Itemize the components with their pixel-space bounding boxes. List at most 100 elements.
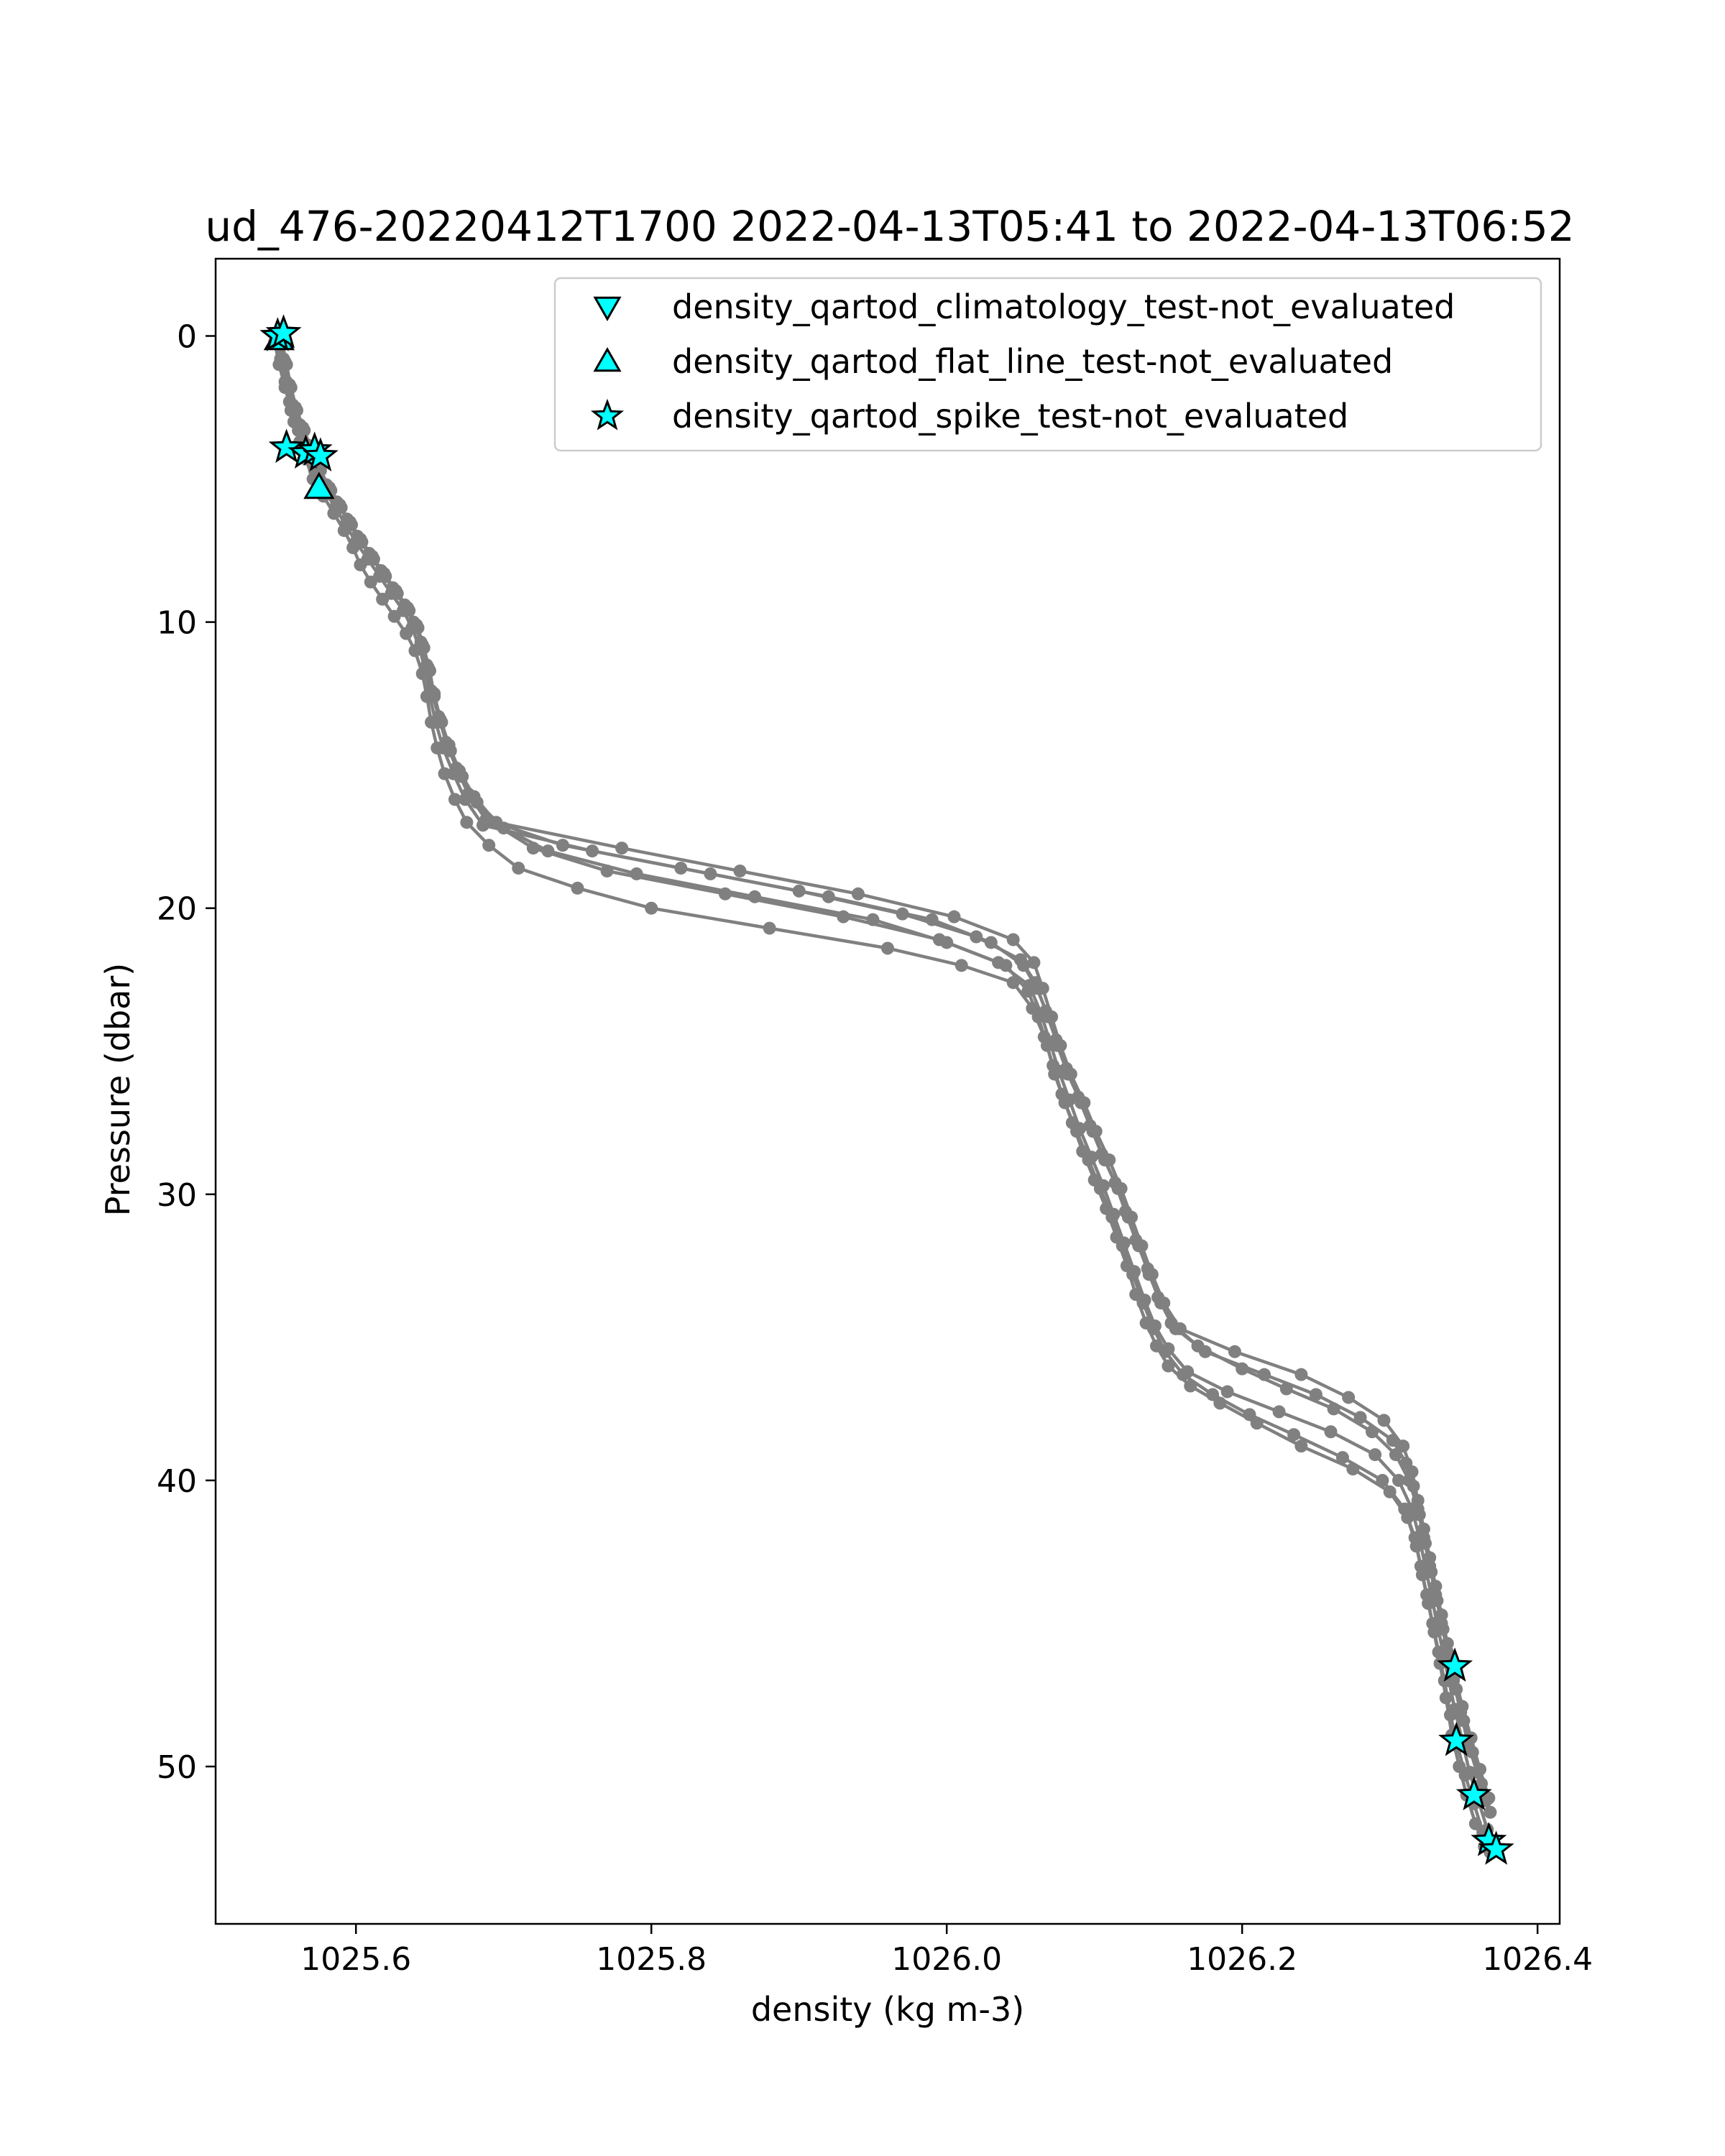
x-tick-label: 1025.6 (300, 1941, 411, 1978)
profile-point (1435, 1608, 1448, 1622)
profile-point (1220, 1385, 1234, 1399)
profile-point (1006, 933, 1020, 946)
y-tick-label: 0 (177, 318, 197, 355)
y-tick-label: 20 (157, 891, 197, 928)
legend-label: density_qartod_flat_line_test-not_evalua… (672, 342, 1393, 381)
profile-point (1181, 1365, 1195, 1378)
profile-point (866, 913, 880, 926)
profile-point (1287, 1428, 1301, 1442)
y-tick-label: 30 (157, 1177, 197, 1214)
profile-point (1206, 1388, 1220, 1401)
profile-point (645, 901, 658, 915)
profile-point (1412, 1508, 1426, 1521)
profile-point (630, 867, 643, 880)
profile-point (1125, 1210, 1138, 1224)
profile-point (925, 913, 939, 926)
profile-point (1419, 1537, 1432, 1550)
x-axis-label: density (kg m-3) (751, 1990, 1024, 2029)
profile-point (1450, 1682, 1463, 1696)
profile-point (984, 936, 998, 949)
profile-point (1162, 1359, 1175, 1373)
legend-label: density_qartod_spike_test-not_evaluated (672, 397, 1348, 436)
profile-point (1417, 1522, 1430, 1536)
profile-point (763, 921, 776, 935)
profile-point (1294, 1439, 1308, 1453)
profile-point (1430, 1594, 1444, 1608)
profile-point (341, 515, 355, 529)
profile-point (1353, 1411, 1367, 1424)
profile-point (333, 498, 346, 512)
profile-point (1376, 1473, 1389, 1487)
profile-point (1475, 1777, 1489, 1790)
profile-point (1089, 1125, 1103, 1138)
profile-point (288, 401, 302, 415)
profile-point (1198, 1345, 1212, 1358)
profile-point (438, 767, 451, 780)
profile-point (1054, 1038, 1067, 1052)
profile-point (704, 867, 717, 880)
profile-point (600, 864, 614, 877)
profile-point (1145, 1268, 1159, 1281)
profile-point (1148, 1319, 1162, 1332)
flag-marker-star (1455, 1776, 1492, 1811)
profile-point (1236, 1362, 1249, 1376)
plot-area (259, 314, 1514, 1865)
flag-marker-star (265, 314, 302, 349)
profile-point (970, 930, 983, 944)
profile-point (526, 842, 540, 855)
profile-point (896, 907, 909, 921)
profile-point (1389, 1448, 1402, 1462)
profile-point (1097, 1179, 1110, 1192)
y-tick-label: 50 (157, 1749, 197, 1786)
profile-point (278, 355, 292, 369)
profile-point (1468, 1817, 1482, 1830)
profile-point (421, 661, 435, 675)
chart-title: ud_476-20220412T1700 2022-04-13T05:41 to… (205, 202, 1574, 251)
flag-marker-star (1438, 1721, 1475, 1756)
profile-point (1085, 1151, 1098, 1164)
profile-point (1128, 1265, 1141, 1279)
legend-label: density_qartod_climatology_test-not_eval… (672, 287, 1455, 326)
profile-point (1027, 956, 1041, 969)
profile-point (415, 638, 429, 652)
flag-marker-triangle-up (303, 471, 335, 499)
x-tick-label: 1026.0 (891, 1941, 1002, 1978)
y-tick-label: 10 (157, 605, 197, 642)
profile-point (1036, 982, 1049, 995)
profile-point (1157, 1296, 1171, 1310)
profile-point (1383, 1485, 1397, 1498)
profile-point (1405, 1465, 1419, 1478)
profile-point (1436, 1622, 1450, 1636)
profile-point (1117, 1236, 1131, 1250)
profile-point (541, 844, 555, 858)
profile-point (1107, 1207, 1121, 1221)
profile-point (1386, 1434, 1399, 1447)
profile-point (674, 861, 688, 875)
profile-point (1407, 1479, 1420, 1493)
profile-point (792, 884, 806, 898)
profile-point (467, 790, 481, 803)
profile-point (1073, 1122, 1087, 1135)
profile-point (1368, 1448, 1382, 1462)
profile-point (1440, 1636, 1454, 1650)
profile-point (1064, 1067, 1077, 1081)
y-tick-label: 40 (157, 1463, 197, 1500)
profile-point (1279, 1382, 1293, 1396)
profile-point (1045, 1010, 1059, 1023)
flag-marker-star (1478, 1830, 1514, 1865)
profile-point (1228, 1345, 1241, 1358)
profile-point (1429, 1580, 1443, 1593)
profile-point (482, 839, 496, 852)
profile-point (448, 793, 461, 806)
flag-marker-star (1437, 1647, 1473, 1682)
profile-point (718, 887, 732, 900)
profile-point (1184, 1379, 1197, 1393)
profile-point (400, 601, 413, 614)
profile-point (364, 550, 377, 563)
flag-marker-star (302, 437, 339, 471)
profile-point (1423, 1551, 1437, 1565)
profile-point (954, 959, 968, 972)
profile-point (586, 844, 599, 858)
legend-marker-triangle-up (593, 346, 622, 372)
